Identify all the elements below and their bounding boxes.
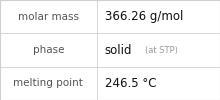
Bar [97,67,220,100]
Text: melting point: melting point [13,78,83,88]
Bar [97,0,220,33]
Text: 246.5 °C: 246.5 °C [105,77,156,90]
Text: molar mass: molar mass [18,12,79,22]
Bar [0,0,97,33]
Bar [0,33,97,67]
Text: 366.26 g/mol: 366.26 g/mol [105,10,183,23]
Bar [97,33,220,67]
Bar [0,67,97,100]
Text: solid: solid [105,44,132,56]
Text: (at STP): (at STP) [145,46,178,55]
Text: phase: phase [33,45,64,55]
